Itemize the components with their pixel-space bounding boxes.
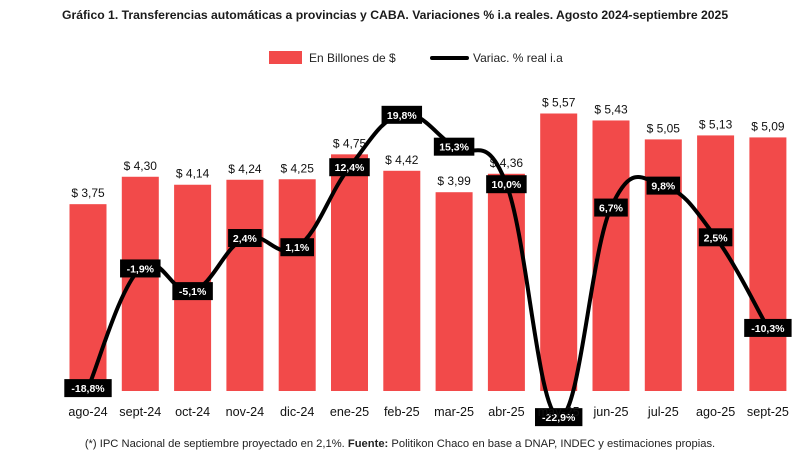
x-tick-oct-24: oct-24	[175, 405, 210, 419]
line-label-sept-25: -10,3%	[744, 318, 792, 337]
footnote-source-text: Politikon Chaco en base a DNAP, INDEC y …	[388, 438, 716, 450]
bar-may-25	[540, 113, 578, 392]
bar-abr-25	[487, 173, 525, 391]
x-tick-jun-25: jun-25	[592, 405, 628, 419]
x-tick-sept-24: sept-24	[119, 405, 161, 419]
bar-mar-25	[435, 192, 473, 391]
x-tick-abr-25: abr-25	[488, 405, 524, 419]
line-label-ene-25: 12,4%	[329, 158, 370, 177]
bar-nov-24	[226, 179, 264, 391]
footnote-note: (*) IPC Nacional de septiembre proyectad…	[84, 438, 348, 450]
line-label-may-25: -22,9%	[535, 408, 583, 427]
bar-label-mar-25: $ 3,99	[437, 174, 471, 188]
x-tick-nov-24: nov-24	[226, 405, 265, 419]
x-tick-ago-24: ago-24	[68, 405, 107, 419]
line-label-text: -10,3%	[751, 323, 785, 335]
bar-label-ago-25: $ 5,13	[699, 117, 733, 131]
bar-value-labels: $ 3,75 $ 4,30 $ 4,14 $ 4,24 $ 4,25 $ 4,75 $ 4,…	[71, 95, 785, 200]
bar-label-nov-24: $ 4,24	[228, 162, 262, 176]
chart-title: Gráfico 1. Transferencias automáticas a …	[62, 8, 729, 22]
bar-dic-24	[278, 179, 316, 391]
legend-bar-label: En Billones de $	[309, 51, 396, 65]
line-label-box	[172, 282, 213, 301]
line-label-text: 15,3%	[439, 142, 469, 154]
bar-label-feb-25: $ 4,42	[385, 153, 419, 167]
line-label-sept-24: -1,9%	[120, 259, 161, 278]
line-label-text: 2,5%	[704, 232, 729, 244]
line-label-box	[120, 259, 161, 278]
line-label-text: 6,7%	[599, 203, 624, 215]
line-label-box	[486, 175, 527, 194]
line-label-box	[594, 198, 628, 217]
line-label-jun-25: 6,7%	[594, 198, 628, 217]
x-axis-tick-labels: ago-24 sept-24 oct-24 nov-24 dic-24 ene-25 feb…	[68, 405, 789, 419]
line-label-dic-24: 1,1%	[280, 238, 314, 257]
x-tick-dic-24: dic-24	[280, 405, 314, 419]
footnote: (*) IPC Nacional de septiembre proyectad…	[0, 438, 800, 450]
legend-line-label: Variac. % real i.a	[473, 51, 563, 65]
line-value-labels: -18,8% -1,9% -5,1% 2,4% 1,1% 12,4% 19,8% 15,3% 1…	[64, 105, 792, 427]
bar-label-jul-25: $ 5,05	[647, 121, 681, 135]
line-label-box	[228, 229, 262, 248]
line-label-box	[433, 137, 475, 156]
x-tick-may-25: may-25	[538, 405, 580, 419]
bar-sept-25	[749, 137, 787, 391]
line-label-oct-24: -5,1%	[172, 282, 213, 301]
line-label-text: 9,8%	[651, 181, 676, 193]
line-label-box	[280, 238, 314, 257]
line-label-box	[329, 158, 370, 177]
bar-label-ago-24: $ 3,75	[71, 186, 105, 200]
line-label-text: -22,9%	[542, 412, 576, 424]
line-label-text: -5,1%	[179, 286, 207, 298]
line-label-text: 19,8%	[387, 110, 417, 122]
line-label-ago-25: 2,5%	[698, 228, 733, 247]
line-label-text: 10,0%	[492, 179, 522, 191]
bar-ago-25	[697, 135, 735, 391]
bar-label-jun-25: $ 5,43	[594, 102, 628, 116]
line-label-text: 2,4%	[233, 233, 258, 245]
line-label-box	[535, 408, 583, 427]
line-label-box	[698, 228, 733, 247]
line-label-ago-24: -18,8%	[64, 379, 112, 398]
line-label-mar-25: 15,3%	[433, 137, 475, 156]
bar-feb-25	[383, 170, 421, 391]
bar-label-dic-24: $ 4,25	[281, 161, 315, 175]
line-label-box	[64, 379, 112, 398]
bar-ene-25	[331, 154, 368, 391]
bar-ago-24	[69, 204, 107, 391]
x-tick-feb-25: feb-25	[384, 405, 420, 419]
x-tick-mar-25: mar-25	[434, 405, 474, 419]
x-tick-ene-25: ene-25	[330, 405, 369, 419]
legend: En Billones de $ Variac. % real i.a	[269, 51, 563, 65]
line-label-jul-25: 9,8%	[646, 176, 681, 195]
bar-label-sept-24: $ 4,30	[124, 159, 158, 173]
line-label-text: 1,1%	[285, 242, 310, 254]
line-label-text: 12,4%	[335, 162, 365, 174]
line-label-box	[646, 176, 681, 195]
bar-label-sept-25: $ 5,09	[751, 119, 785, 133]
line-label-text: -1,9%	[127, 263, 155, 275]
line-label-box	[744, 318, 792, 337]
line-label-nov-24: 2,4%	[228, 229, 262, 248]
line-label-feb-25: 19,8%	[381, 105, 423, 124]
line-label-abr-25: 10,0%	[486, 175, 527, 194]
x-tick-ago-25: ago-25	[696, 405, 735, 419]
bars	[69, 113, 787, 392]
bar-label-may-25: $ 5,57	[542, 95, 576, 109]
x-tick-jul-25: jul-25	[647, 405, 679, 419]
line-label-box	[381, 105, 423, 124]
bar-label-ene-25: $ 4,75	[333, 136, 367, 150]
bar-label-oct-24: $ 4,14	[176, 167, 210, 181]
x-tick-sept-25: sept-25	[747, 405, 789, 419]
legend-bar-swatch	[269, 51, 302, 64]
line-label-text: -18,8%	[71, 383, 105, 395]
footnote-source-label: Fuente:	[347, 438, 389, 450]
